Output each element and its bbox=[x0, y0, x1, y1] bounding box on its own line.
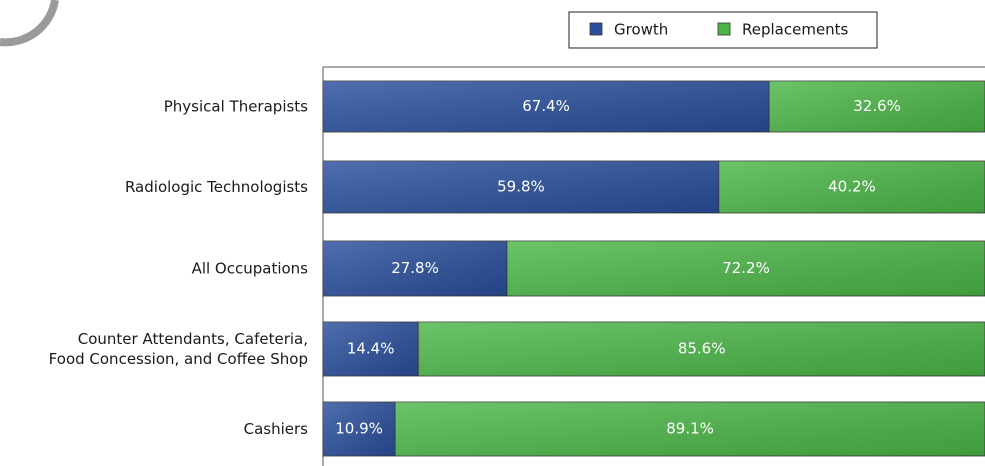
bar-shade bbox=[323, 322, 419, 376]
bar-shade bbox=[323, 81, 770, 132]
category-label: Physical Therapists bbox=[164, 97, 308, 115]
bar-shade bbox=[418, 322, 985, 376]
value-label: 67.4% bbox=[522, 97, 570, 115]
bar-shade bbox=[395, 402, 985, 456]
decoration bbox=[0, 0, 59, 47]
bar-shade bbox=[718, 161, 985, 213]
legend-swatch bbox=[589, 22, 603, 36]
bar-shade bbox=[323, 402, 396, 456]
category-label: All Occupations bbox=[192, 259, 309, 277]
category-label: Radiologic Technologists bbox=[125, 178, 308, 196]
value-label: 72.2% bbox=[722, 259, 770, 277]
category-label: Cashiers bbox=[244, 420, 309, 438]
legend-swatch bbox=[717, 22, 731, 36]
value-label: 40.2% bbox=[828, 178, 876, 196]
bar-shade bbox=[323, 241, 508, 296]
legend-label: Replacements bbox=[742, 21, 849, 39]
value-label: 32.6% bbox=[853, 97, 901, 115]
value-label: 27.8% bbox=[391, 259, 439, 277]
category-label: Counter Attendants, Cafeteria, Food Conce… bbox=[49, 330, 308, 368]
legend-label: Growth bbox=[614, 21, 668, 39]
value-label: 85.6% bbox=[678, 340, 726, 358]
bar-shade bbox=[507, 241, 985, 296]
value-label: 89.1% bbox=[666, 420, 714, 438]
bar-shade bbox=[323, 161, 719, 213]
bar-shade bbox=[769, 81, 985, 132]
value-label: 10.9% bbox=[335, 420, 383, 438]
value-label: 14.4% bbox=[347, 340, 395, 358]
value-label: 59.8% bbox=[497, 178, 545, 196]
